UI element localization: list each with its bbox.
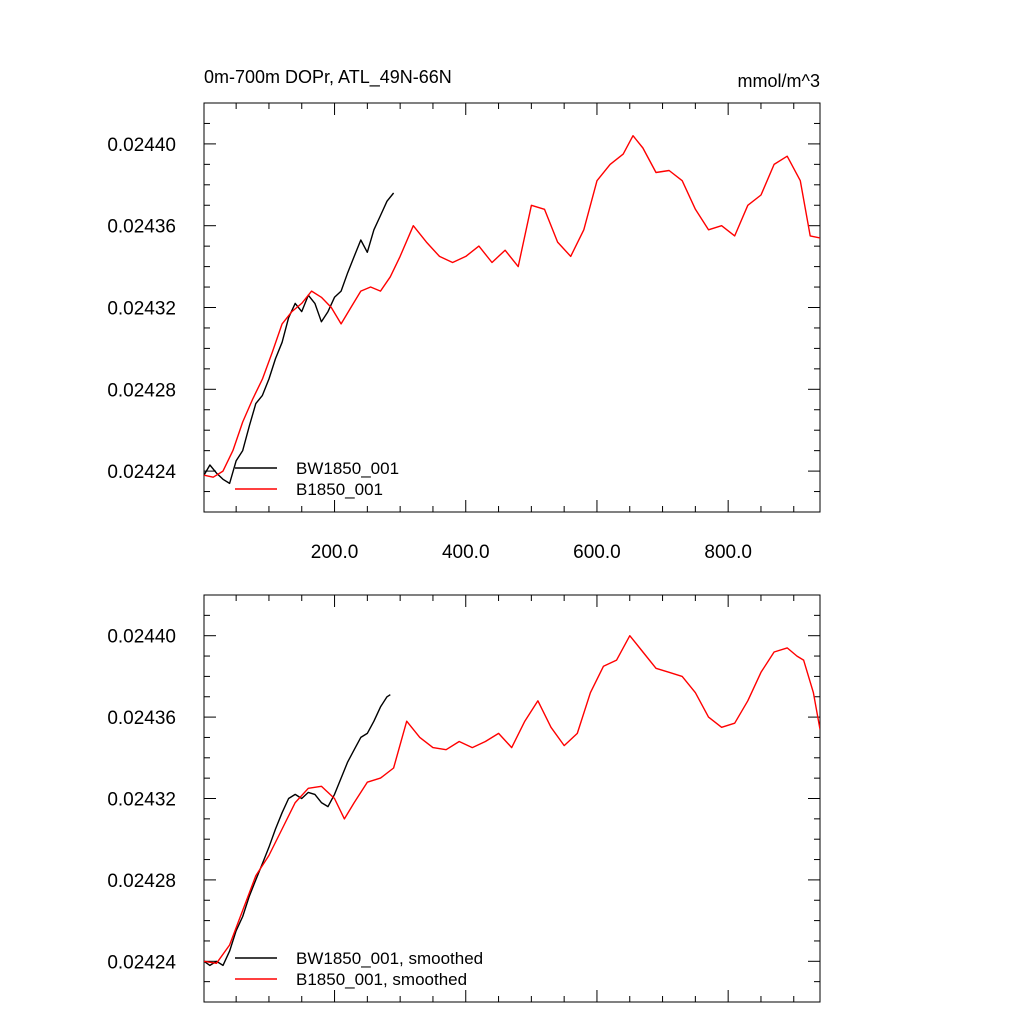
plot-frame [203,594,821,1003]
y-tick-label: 0.02436 [107,217,176,238]
x-tick-label: 400.0 [442,542,490,563]
x-tick-label: 200.0 [311,542,359,563]
legend-label: B1850_001 [296,480,383,499]
series-line-bw1850 [204,192,395,485]
bottom-panel: 0.02424 0.02428 0.02432 0.02436 0.02440 BW185… [107,594,821,1003]
top-panel: 0.02424 0.02428 0.02432 0.02436 0.02440 200.0… [107,67,821,563]
y-tick-label: 0.02428 [107,871,176,892]
series-line-b1850 [204,134,820,478]
y-tick-label: 0.02428 [107,380,176,401]
y-tick-label: 0.02432 [107,790,176,811]
y-tick-label: 0.02432 [107,299,176,320]
y-tick-label: 0.02424 [107,952,176,973]
y-tick-label: 0.02424 [107,462,176,483]
legend-label: B1850_001, smoothed [296,970,467,989]
x-tick-label: 600.0 [573,542,621,563]
series-line-b1850 [204,635,820,964]
chart-title: 0m-700m DOPr, ATL_49N-66N [204,67,452,88]
legend-label: BW1850_001 [296,459,399,478]
y-tick-label: 0.02436 [107,708,176,729]
series-line-bw1850 [204,694,391,967]
y-tick-label: 0.02440 [107,135,176,156]
units-label: mmol/m^3 [738,71,820,91]
legend-label: BW1850_001, smoothed [296,949,483,968]
y-tick-label: 0.02440 [107,627,176,648]
x-tick-label: 800.0 [704,542,752,563]
